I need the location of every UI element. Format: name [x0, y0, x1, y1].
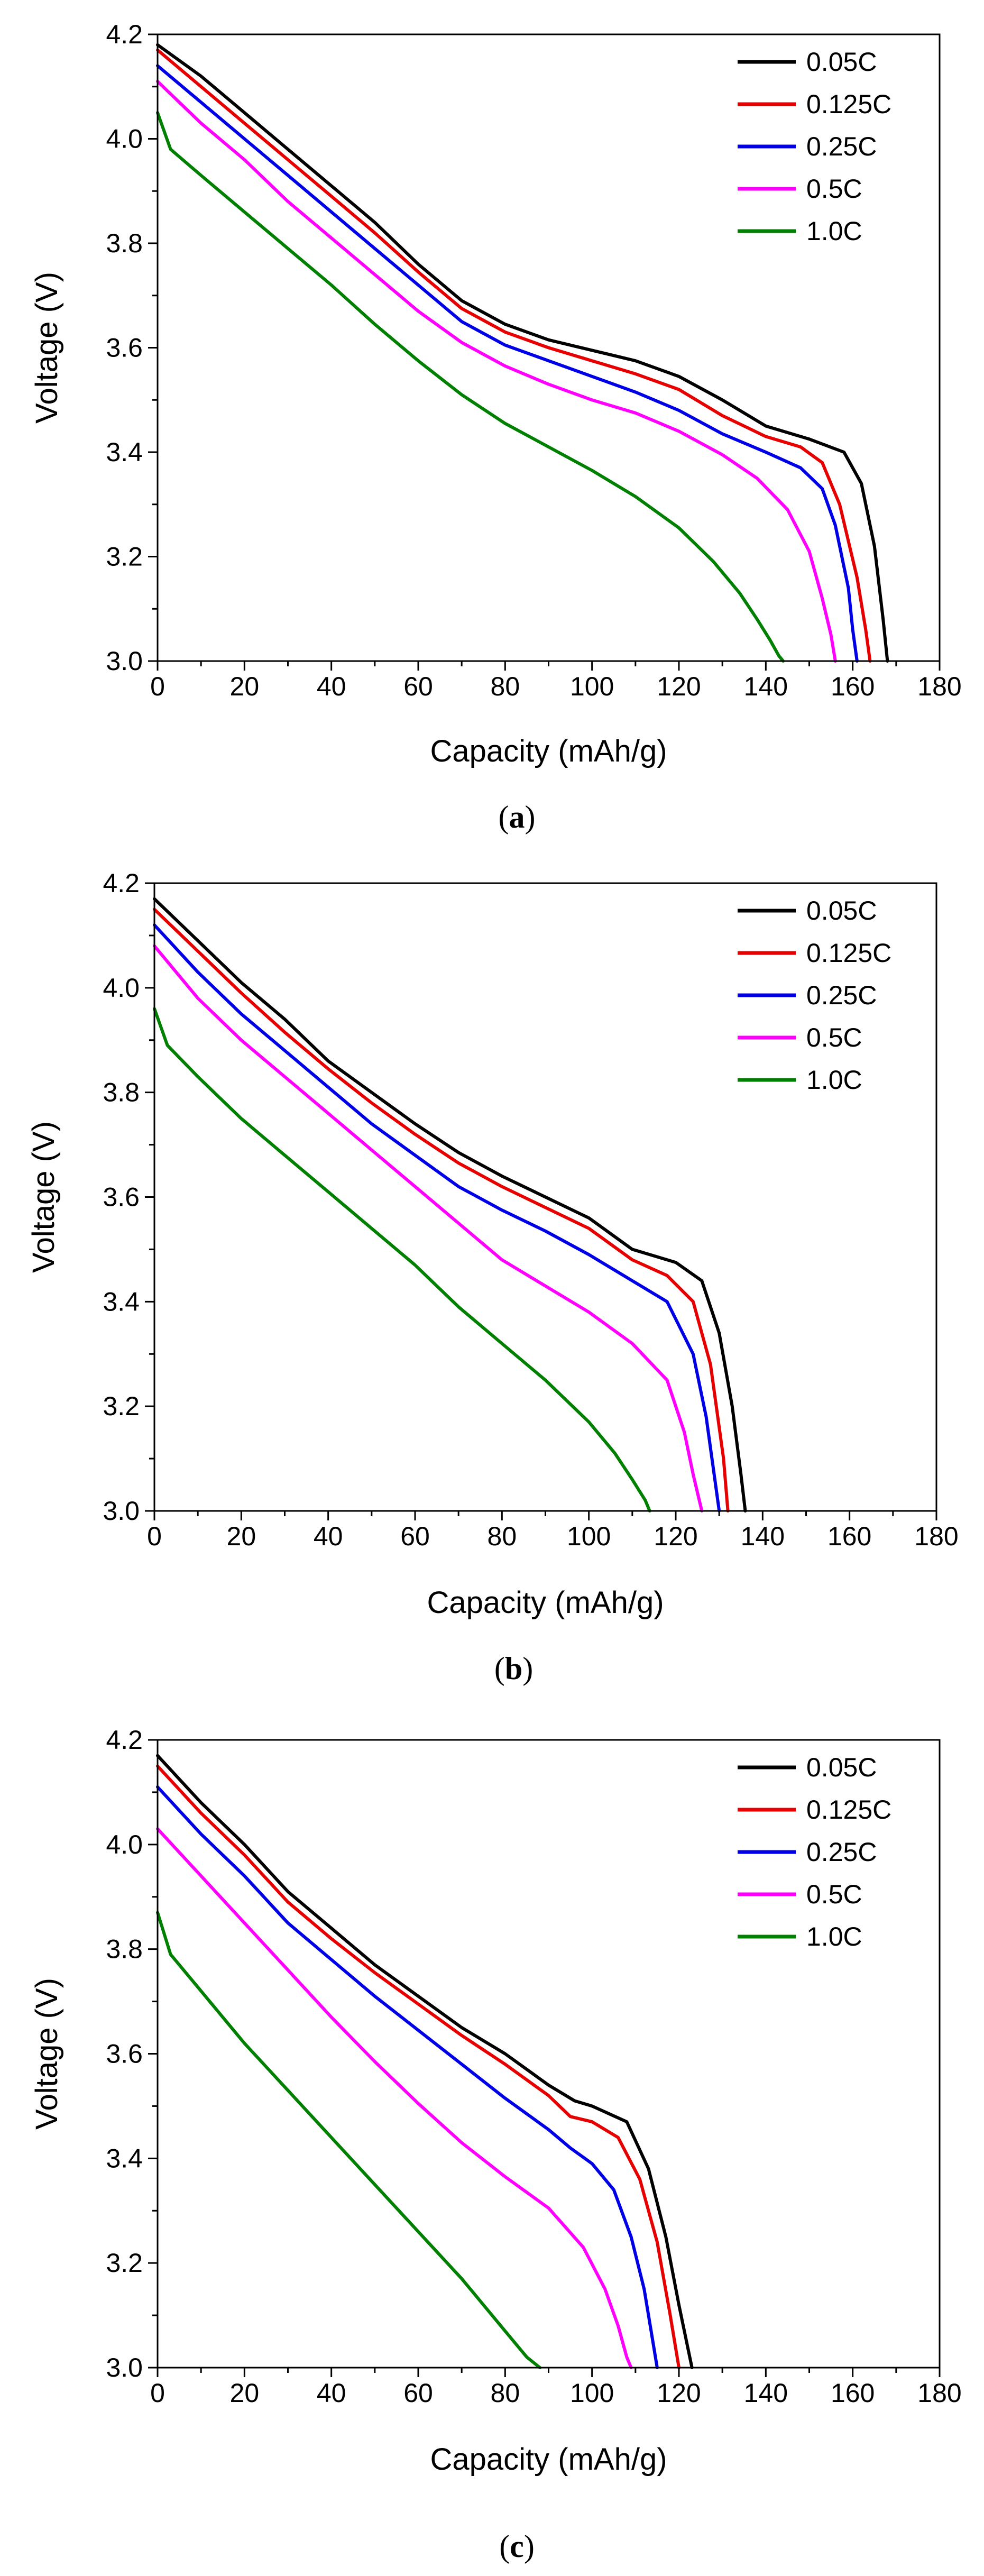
y-tick-label: 3.4	[106, 2143, 143, 2173]
y-tick-label: 3.0	[106, 2353, 143, 2382]
plot-frame	[157, 1739, 941, 2369]
y-tick-label: 3.6	[106, 333, 143, 363]
legend-entry: 0.125C	[806, 1795, 891, 1825]
panel-caption: (c)	[499, 2529, 535, 2564]
chart-panel-b: 0 20 40 60 80 100 120 140 160 180 3.0 3.2 3.4 3.6 3.8 4…	[26, 868, 959, 1686]
x-axis-label: Capacity (mAh/g)	[430, 2442, 667, 2477]
x-tick-label: 40	[317, 672, 346, 701]
y-tick-label: 3.0	[106, 646, 143, 676]
y-tick-label: 4.0	[106, 1830, 143, 1859]
panel-caption-letter: a	[509, 800, 525, 835]
legend-entry: 0.05C	[806, 47, 877, 77]
y-tick-label: 4.0	[103, 973, 140, 1003]
legend-entry: 0.25C	[806, 132, 877, 161]
x-tick-label: 120	[654, 1521, 697, 1551]
series-line-0.25C	[153, 923, 721, 1512]
y-tick-label: 3.6	[103, 1182, 140, 1212]
x-tick-label: 20	[230, 2378, 260, 2408]
x-tick-label: 40	[317, 2378, 346, 2408]
chart-panel-a: 0 20 40 60 80 100 120 140 160 180 3.0 3.2 3.4 3.6 3.8 4…	[30, 20, 962, 835]
y-tick-label: 3.8	[106, 228, 143, 258]
legend-entry: 0.5C	[806, 174, 862, 204]
legend-entry: 1.0C	[806, 216, 862, 246]
x-tick-label: 0	[150, 672, 165, 701]
y-axis-label: Voltage (V)	[30, 272, 64, 424]
x-axis-label: Capacity (mAh/g)	[427, 1585, 664, 1620]
x-tick-label: 80	[491, 672, 520, 701]
chart-panel-c: 0 20 40 60 80 100 120 140 160 180 3.0 3.2 3.4 3.6 3.8 4…	[30, 1725, 962, 2564]
y-tick-label: 3.0	[103, 1496, 140, 1526]
series-line-0.25C	[156, 1785, 659, 2369]
series-line-1.0C	[153, 1007, 651, 1512]
y-axis-label: Voltage (V)	[30, 1978, 64, 2130]
y-tick-label: 3.6	[106, 2039, 143, 2069]
panel-caption: (b)	[494, 1651, 533, 1686]
legend-entry: 0.5C	[806, 1023, 862, 1052]
series-line-0.5C	[156, 1827, 633, 2369]
x-tick-label: 140	[744, 2378, 788, 2408]
y-tick-label: 3.2	[103, 1391, 140, 1421]
series-line-0.25C	[156, 64, 859, 663]
series-line-0.5C	[153, 944, 704, 1512]
y-tick-label: 3.2	[106, 542, 143, 572]
y-tick-label: 4.2	[106, 20, 143, 49]
x-tick-label: 180	[917, 672, 961, 701]
x-tick-label: 100	[570, 2378, 614, 2408]
series-line-0.125C	[153, 907, 730, 1512]
panel-caption: (a)	[499, 800, 536, 835]
y-tick-label: 3.2	[106, 2248, 143, 2278]
x-tick-label: 60	[400, 1521, 430, 1551]
y-tick-label: 3.8	[106, 1935, 143, 1964]
x-tick-label: 140	[744, 672, 788, 701]
x-tick-label: 80	[491, 2378, 520, 2408]
x-tick-label: 160	[831, 672, 875, 701]
series-line-0.05C	[156, 1754, 694, 2369]
series-line-0.05C	[153, 897, 747, 1512]
panel-caption-letter: b	[505, 1651, 522, 1686]
x-tick-label: 140	[741, 1521, 785, 1551]
x-tick-label: 160	[827, 1521, 871, 1551]
x-tick-label: 0	[150, 2378, 165, 2408]
y-tick-label: 3.8	[103, 1078, 140, 1107]
y-tick-label: 4.2	[106, 1725, 143, 1755]
series-line-0.125C	[156, 1764, 680, 2369]
x-axis-label: Capacity (mAh/g)	[430, 734, 667, 768]
legend-entry: 1.0C	[806, 1922, 862, 1951]
panel-caption-letter: c	[510, 2529, 524, 2564]
x-tick-label: 40	[314, 1521, 343, 1551]
x-tick-label: 180	[917, 2378, 961, 2408]
x-tick-label: 20	[227, 1521, 256, 1551]
series-line-0.5C	[156, 79, 837, 663]
y-tick-label: 3.4	[103, 1287, 140, 1316]
y-axis-label: Voltage (V)	[26, 1121, 61, 1273]
x-tick-label: 100	[567, 1521, 611, 1551]
x-tick-label: 60	[403, 2378, 433, 2408]
y-tick-label: 4.2	[103, 868, 140, 898]
legend-entry: 1.0C	[806, 1065, 862, 1095]
legend-entry: 0.05C	[806, 1753, 877, 1782]
series-line-0.05C	[156, 43, 889, 663]
legend-entry: 0.05C	[806, 896, 877, 925]
x-tick-label: 20	[230, 672, 260, 701]
legend-entry: 0.25C	[806, 1837, 877, 1867]
x-tick-label: 0	[147, 1521, 162, 1551]
x-tick-label: 60	[403, 672, 433, 701]
series-line-1.0C	[156, 111, 785, 663]
series-line-0.125C	[156, 48, 872, 663]
y-tick-label: 3.4	[106, 437, 143, 467]
y-tick-label: 4.0	[106, 124, 143, 154]
x-tick-label: 120	[657, 672, 701, 701]
legend-entry: 0.25C	[806, 980, 877, 1010]
legend-entry: 0.125C	[806, 938, 891, 968]
x-tick-label: 160	[831, 2378, 875, 2408]
legend-entry: 0.125C	[806, 89, 891, 119]
series-line-1.0C	[156, 1911, 542, 2369]
x-tick-label: 120	[657, 2378, 701, 2408]
x-tick-label: 80	[488, 1521, 517, 1551]
legend-entry: 0.5C	[806, 1880, 862, 1909]
x-tick-label: 100	[570, 672, 614, 701]
x-tick-label: 180	[914, 1521, 958, 1551]
